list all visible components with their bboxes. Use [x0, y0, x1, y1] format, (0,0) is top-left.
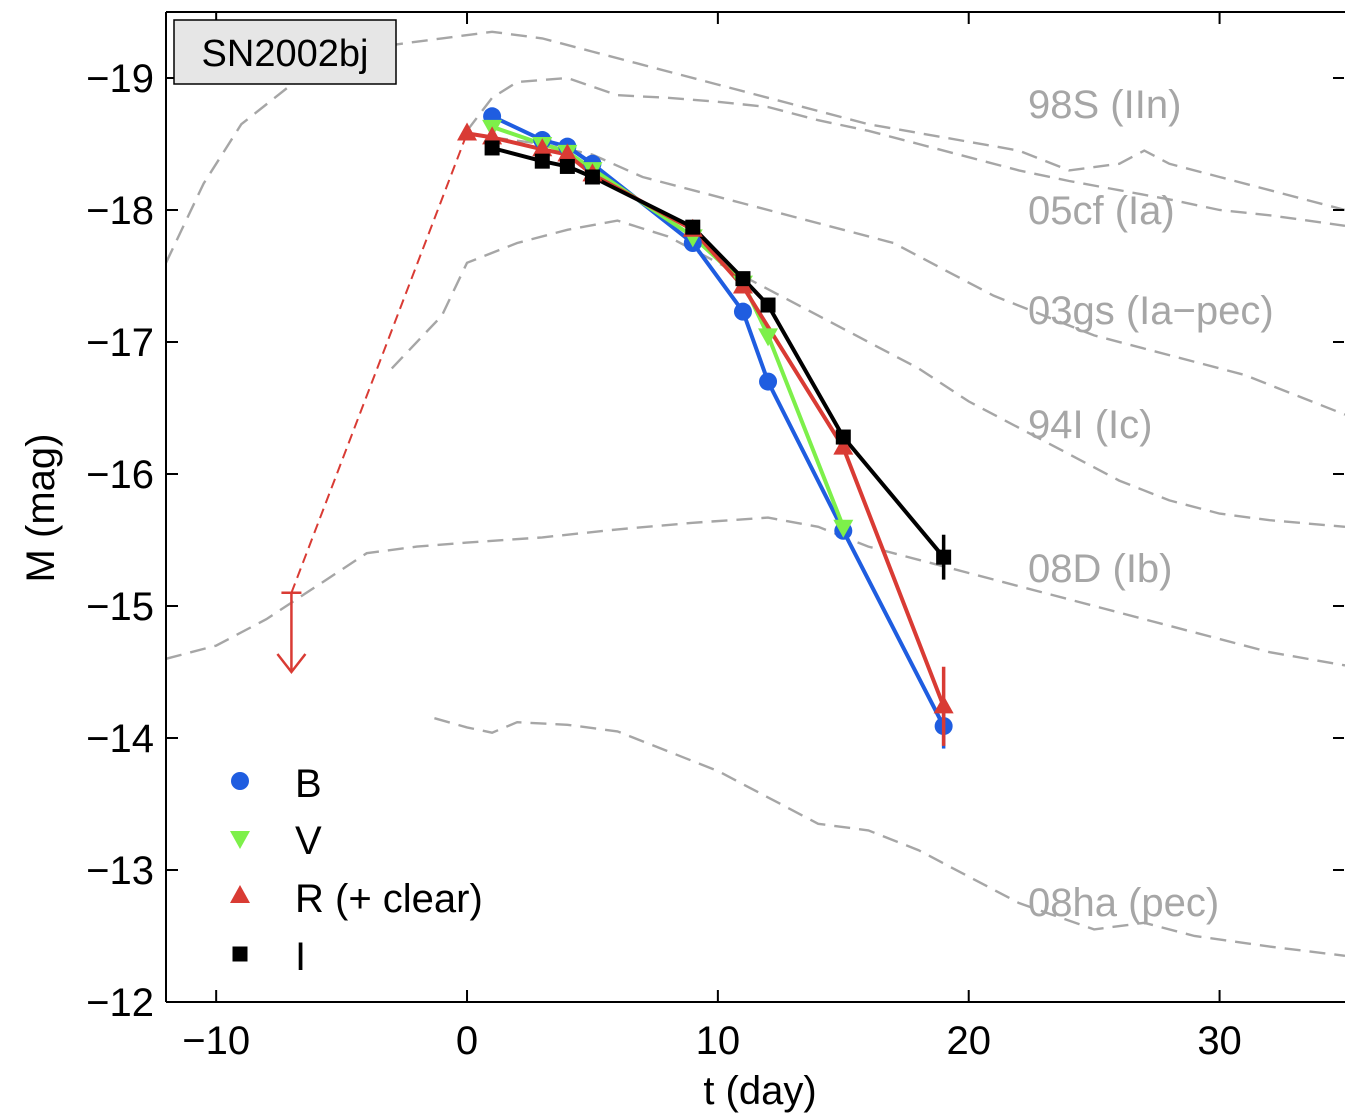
- data-point-2-2: [532, 138, 553, 157]
- reference-label-2: 03gs (Ia−pec): [1028, 289, 1274, 333]
- legend-label-2: R (+ clear): [295, 877, 483, 921]
- x-tick-label-4: 30: [1197, 1019, 1242, 1063]
- data-point-3-8: [936, 549, 952, 565]
- y-tick-label-4: −15: [86, 585, 154, 629]
- series-line-0: [491, 114, 946, 728]
- reference-curve-1: [466, 76, 1345, 227]
- data-point-2-7: [833, 436, 854, 455]
- data-point-2-0: [457, 122, 478, 141]
- reference-curve-5: [434, 717, 1345, 957]
- reference-label-0: 98S (IIn): [1028, 83, 1181, 127]
- data-point-3-4: [685, 219, 701, 235]
- data-point-3-1: [534, 153, 550, 169]
- data-point-3-2: [559, 158, 575, 174]
- x-tick-label-1: 0: [456, 1019, 478, 1063]
- x-axis-title: t (day): [703, 1069, 816, 1113]
- data-point-3-5: [735, 271, 751, 287]
- data-point-3-6: [760, 297, 776, 313]
- x-tick-label-0: −10: [182, 1019, 250, 1063]
- y-tick-label-3: −16: [86, 453, 154, 497]
- legend-label-3: I: [295, 935, 306, 979]
- data-point-0-5: [733, 302, 752, 321]
- legend-marker-2: [230, 885, 250, 903]
- y-tick-label-2: −17: [86, 321, 154, 365]
- upper-limit-arrow-head: [276, 653, 307, 675]
- legend-label-1: V: [295, 819, 322, 863]
- reference-curve-2: [491, 136, 1345, 416]
- series-line-3: [491, 146, 946, 559]
- legend-marker-1: [230, 831, 250, 849]
- chart-title: SN2002bj: [202, 33, 369, 75]
- data-point-1-7: [833, 519, 854, 538]
- data-point-1-6: [758, 328, 779, 347]
- data-point-3-0: [484, 140, 500, 156]
- legend-label-0: B: [295, 762, 322, 806]
- data-point-2-8: [933, 695, 954, 714]
- legend-marker-0: [231, 772, 249, 790]
- y-tick-label-0: −19: [86, 57, 154, 101]
- reference-label-3: 94I (Ic): [1028, 403, 1152, 447]
- data-point-0-6: [759, 372, 778, 391]
- y-tick-label-1: −18: [86, 189, 154, 233]
- data-point-3-7: [835, 429, 851, 445]
- series-line-1: [491, 124, 846, 528]
- y-tick-label-6: −13: [86, 849, 154, 893]
- reference-curve-4: [166, 516, 1345, 667]
- reference-curve-3: [390, 219, 1345, 528]
- x-tick-label-2: 10: [696, 1019, 741, 1063]
- series-line-2: [466, 131, 946, 708]
- title-box: [173, 19, 397, 85]
- x-tick-label-3: 20: [946, 1019, 991, 1063]
- y-tick-label-7: −12: [86, 981, 154, 1025]
- reference-label-4: 08D (Ib): [1028, 547, 1173, 591]
- reference-label-5: 08ha (pec): [1028, 881, 1219, 925]
- upper-limit-connector: [290, 133, 468, 594]
- reference-label-1: 05cf (Ia): [1028, 189, 1175, 233]
- data-point-3-3: [584, 169, 600, 185]
- legend-marker-3: [232, 946, 248, 962]
- y-axis-title: M (mag): [19, 434, 63, 583]
- data-point-2-3: [557, 143, 578, 162]
- y-tick-label-5: −14: [86, 717, 154, 761]
- data-point-2-1: [482, 126, 503, 145]
